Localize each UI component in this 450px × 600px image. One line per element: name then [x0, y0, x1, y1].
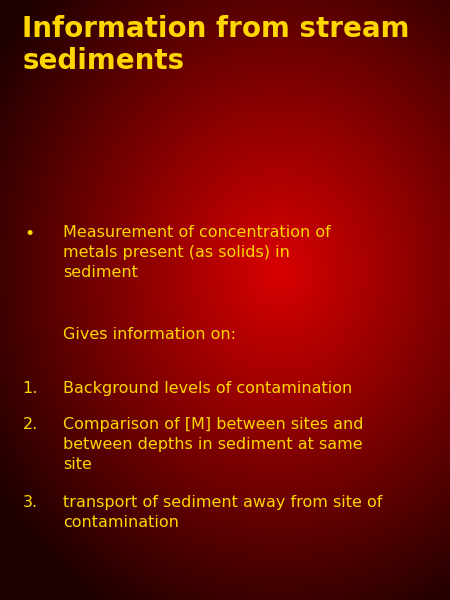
Text: Gives information on:: Gives information on: — [63, 327, 236, 342]
Text: transport of sediment away from site of
contamination: transport of sediment away from site of … — [63, 495, 382, 530]
Text: 1.: 1. — [22, 381, 38, 396]
Text: 3.: 3. — [22, 495, 38, 510]
Text: Measurement of concentration of
metals present (as solids) in
sediment: Measurement of concentration of metals p… — [63, 225, 331, 280]
Text: 2.: 2. — [22, 417, 38, 432]
Text: Background levels of contamination: Background levels of contamination — [63, 381, 352, 396]
Text: Comparison of [M] between sites and
between depths in sediment at same
site: Comparison of [M] between sites and betw… — [63, 417, 364, 472]
Text: •: • — [25, 225, 35, 243]
Text: Information from stream
sediments: Information from stream sediments — [22, 15, 410, 76]
